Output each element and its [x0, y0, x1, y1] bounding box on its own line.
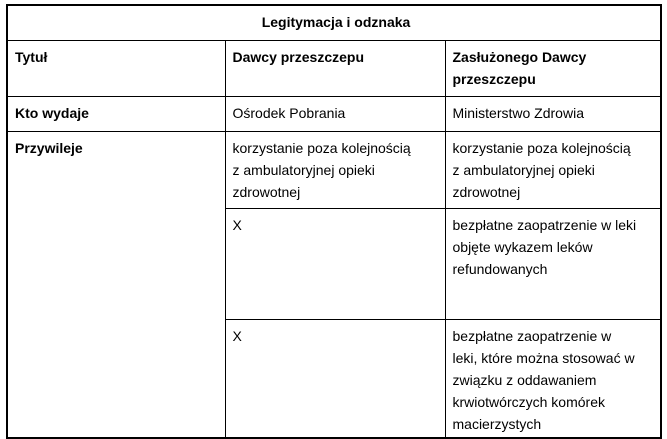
- cell-privilege1-donor: korzystanie poza kolejnością z ambulator…: [224, 130, 446, 209]
- cell-privilege3-merited: bezpłatne zaopatrzenie w leki, które moż…: [444, 318, 662, 438]
- row-label-kto-wydaje: Kto wydaje: [6, 95, 226, 132]
- cell-issuer-donor: Ośrodek Pobrania: [224, 95, 446, 132]
- document-table-container: Legitymacja i odznaka Tytuł Dawcy przesz…: [6, 4, 663, 439]
- cell-privilege2-merited: bezpłatne zaopatrzenie w leki objęte wyk…: [444, 207, 662, 320]
- legitymacja-i-odznaka-table: Legitymacja i odznaka Tytuł Dawcy przesz…: [6, 4, 663, 439]
- row-label-przywileje: Przywileje: [6, 130, 226, 438]
- cell-privilege1-merited: korzystanie poza kolejnością z ambulator…: [444, 130, 662, 209]
- cell-privilege2-donor: X: [224, 207, 446, 320]
- row-przywileje-sub2: X bezpłatne zaopatrzenie w leki objęte w…: [7, 207, 662, 320]
- header-cell-tytul: Tytuł: [6, 39, 226, 97]
- row-przywileje-sub1: Przywileje korzystanie poza kolejnością …: [6, 130, 662, 438]
- table-title-row: Legitymacja i odznaka: [6, 4, 662, 41]
- row-kto-wydaje: Kto wydaje Ośrodek Pobrania Ministerstwo…: [6, 95, 662, 132]
- header-cell-dawcy-przeszczepu: Dawcy przeszczepu: [224, 39, 446, 97]
- table-title: Legitymacja i odznaka: [6, 4, 662, 41]
- header-cell-zasluzonego-dawcy: Zasłużonego Dawcy przeszczepu: [444, 39, 662, 97]
- cell-issuer-merited: Ministerstwo Zdrowia: [444, 95, 662, 132]
- table-header-row: Tytuł Dawcy przeszczepu Zasłużonego Dawc…: [6, 39, 662, 97]
- row-przywileje-sub3: X bezpłatne zaopatrzenie w leki, które m…: [7, 318, 662, 438]
- cell-privilege3-donor: X: [224, 318, 446, 438]
